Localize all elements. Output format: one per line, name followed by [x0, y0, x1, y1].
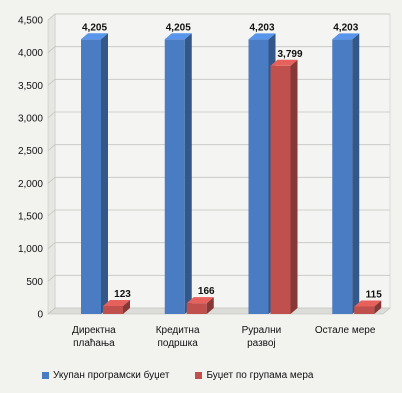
y-tick-label: 3,500 [18, 81, 43, 92]
bar-series-1 [164, 39, 185, 314]
data-label-series-1: 4,203 [333, 22, 358, 33]
y-tick-label: 0 [37, 310, 43, 321]
x-tick-label: Кредитна [156, 325, 200, 336]
bar-series-1 [332, 39, 353, 315]
bar-top-series-1 [332, 33, 360, 40]
legend-item-series-2: Буџет по групама мера [195, 370, 314, 381]
x-tick-label: Директна [72, 325, 116, 336]
bar-side-series-1 [101, 33, 108, 314]
y-tick-label: 2,500 [18, 146, 43, 157]
data-label-series-2: 3,799 [277, 49, 302, 60]
bar-top-series-2 [354, 300, 382, 307]
bar-top-series-1 [164, 33, 192, 40]
y-tick-label: 4,000 [18, 48, 43, 59]
bar-side-series-2 [290, 59, 298, 314]
data-label-series-1: 4,203 [249, 22, 274, 33]
data-label-series-1: 4,205 [82, 22, 107, 33]
bar-top-series-2 [103, 299, 130, 306]
bar-series-2 [186, 303, 207, 314]
x-tick-label: развој [247, 338, 276, 349]
legend-label-series-1: Укупан програмски буџет [53, 370, 170, 381]
bar-series-2 [270, 65, 291, 314]
bar-side-series-2 [206, 297, 214, 314]
y-tick-label: 1,500 [18, 212, 43, 223]
bar-side-series-2 [374, 300, 382, 314]
legend-item-series-1: Укупан програмски буџет [42, 370, 169, 381]
legend: Укупан програмски буџет Буџет по групама… [42, 370, 402, 381]
y-tick-label: 2,000 [18, 179, 43, 190]
legend-label-series-2: Буџет по групама мера [206, 370, 314, 381]
plot-side-wall [47, 13, 56, 315]
x-tick-label: Остале мере [315, 325, 376, 336]
bar-series-2 [103, 305, 123, 314]
bar-side-series-1 [184, 33, 192, 314]
data-label-series-2: 123 [114, 289, 131, 300]
data-label-series-1: 4,205 [166, 22, 191, 33]
gridline [47, 13, 390, 21]
bar-series-1 [81, 39, 101, 314]
x-tick-label: подршка [157, 338, 198, 349]
bar-side-series-1 [352, 33, 360, 315]
legend-swatch-series-1 [42, 372, 49, 379]
x-tick-label: Рурални [242, 325, 282, 336]
y-tick-label: 1,000 [18, 244, 43, 255]
bar-top-series-1 [248, 33, 276, 40]
data-label-series-2: 115 [366, 289, 383, 300]
data-label-series-2: 166 [198, 286, 215, 297]
bar-top-series-1 [81, 33, 108, 40]
bar-series-1 [248, 39, 269, 315]
bar-top-series-2 [186, 297, 214, 304]
x-tick-label: плаћања [73, 338, 115, 349]
y-tick-label: 3,000 [18, 114, 43, 125]
bar-side-series-2 [123, 299, 130, 314]
bar-top-series-2 [270, 59, 298, 66]
gridline [47, 46, 390, 53]
y-tick-label: 500 [26, 277, 43, 288]
legend-swatch-series-2 [195, 372, 203, 379]
bar-series-2 [354, 306, 375, 314]
y-tick-label: 4,500 [18, 16, 43, 27]
